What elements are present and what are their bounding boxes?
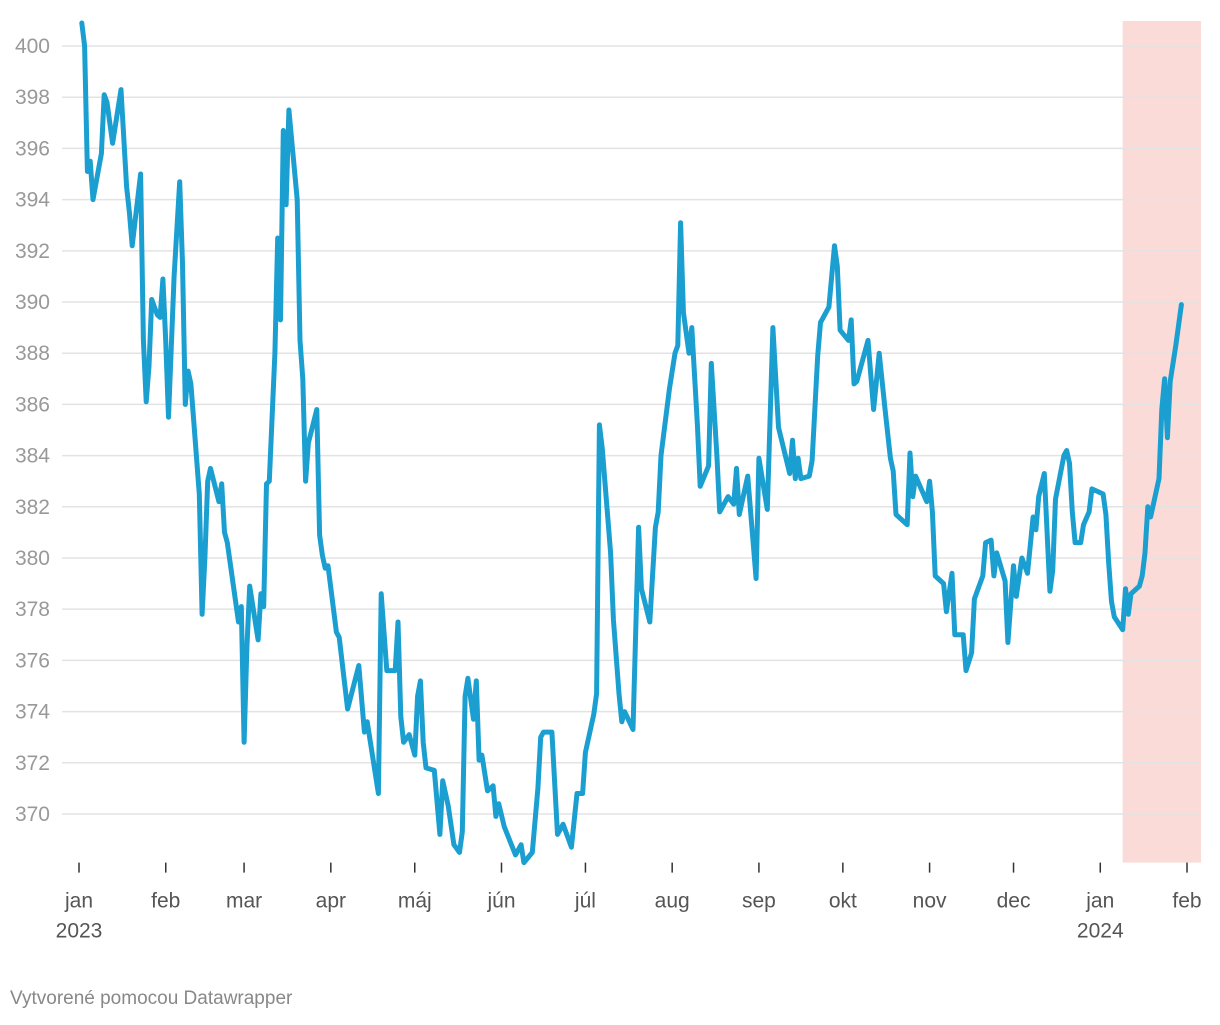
y-tick-label: 370 (15, 803, 50, 826)
y-tick-label: 400 (15, 35, 50, 58)
x-tick-label-line: 2024 (1077, 920, 1124, 943)
x-tick-label: dec (997, 890, 1031, 913)
y-tick-label: 396 (15, 137, 50, 160)
x-tick-label: nov (913, 890, 947, 913)
y-tick-label: 392 (15, 240, 50, 263)
x-tick-label-line: jan (1085, 890, 1114, 913)
y-tick-label: 386 (15, 393, 50, 416)
y-tick-label: 376 (15, 649, 50, 672)
x-tick-label: jún (486, 890, 515, 913)
credit: Vytvorené pomocou Datawrapper (10, 988, 293, 1009)
y-tick-label: 394 (15, 189, 50, 212)
y-tick-label: 390 (15, 291, 50, 314)
x-tick-label: feb (151, 890, 180, 913)
x-tick-label: mar (226, 890, 262, 913)
x-tick-label-line: jan (64, 890, 93, 913)
y-tick-label: 388 (15, 342, 50, 365)
y-tick-label: 384 (15, 445, 50, 468)
y-tick-label: 380 (15, 547, 50, 570)
x-tick-label: máj (398, 890, 432, 913)
x-tick-label: apr (316, 890, 346, 913)
x-tick-label: jan 2023 (56, 890, 103, 943)
x-tick-label: júl (574, 890, 596, 913)
line (79, 20, 1184, 866)
x-tick-label: sep (742, 890, 776, 913)
x-tick-label: okt (829, 890, 857, 913)
x-tick-label: aug (655, 890, 690, 913)
x-tick-label: jan 2024 (1077, 890, 1124, 943)
y-tick-label: 398 (15, 86, 50, 109)
x-tick-label: feb (1172, 890, 1201, 913)
y-tick-label: 378 (15, 598, 50, 621)
y-tick-label: 382 (15, 496, 50, 519)
y-tick-label: 372 (15, 752, 50, 775)
x-tick-label-line: 2023 (56, 920, 103, 943)
y-tick-label: 374 (15, 701, 50, 724)
